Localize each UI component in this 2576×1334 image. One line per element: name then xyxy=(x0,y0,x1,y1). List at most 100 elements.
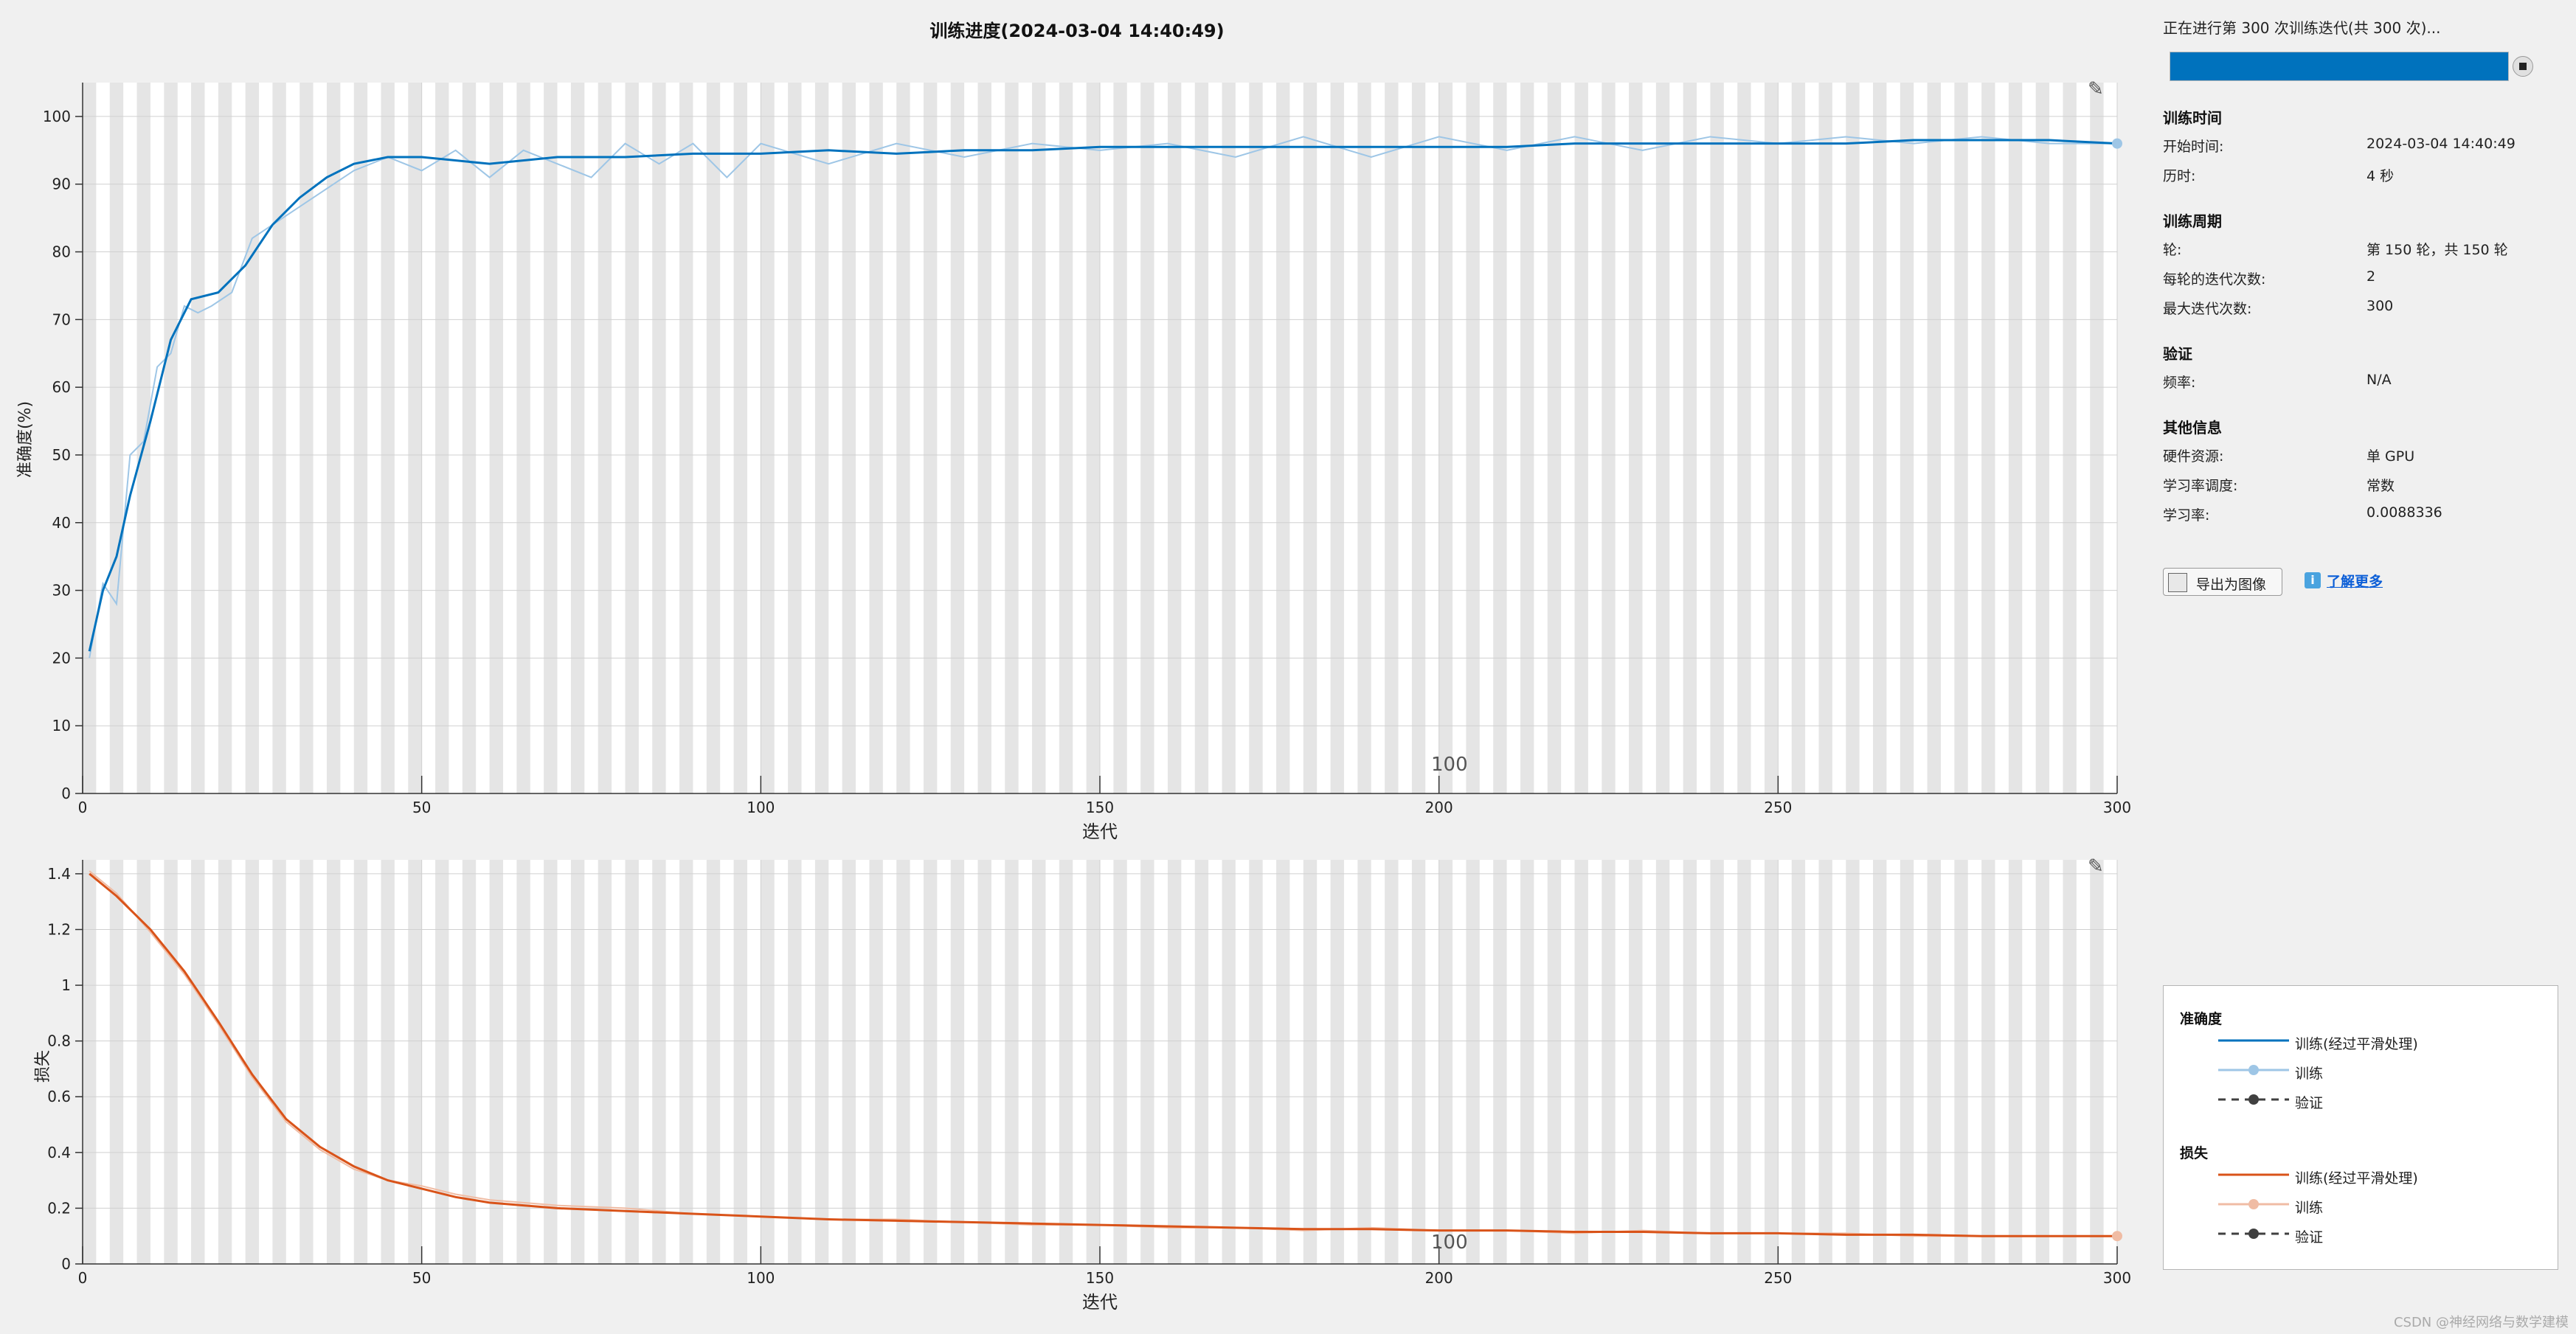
epoch-band xyxy=(1249,83,1263,793)
epoch-band xyxy=(1981,860,1995,1264)
epoch-band xyxy=(516,83,530,793)
accuracy-plot: 0 50 100 150 200 250 300 0 10 20 30 40 50 60 70 80 90 100… xyxy=(43,78,2131,816)
epoch-band xyxy=(1818,860,1832,1264)
iter-per-epoch-value: 2 xyxy=(2366,268,2376,285)
epoch-band xyxy=(462,860,477,1264)
export-image-button[interactable]: 导出为图像 xyxy=(2163,568,2282,596)
y-tick-label: 20 xyxy=(52,649,71,667)
epoch-band xyxy=(1764,860,1779,1264)
epoch-band xyxy=(977,83,991,793)
x-tick-label: 200 xyxy=(1425,1269,1453,1287)
epoch-band xyxy=(1466,860,1480,1264)
pencil-edit-icon[interactable]: ✎ xyxy=(2088,855,2104,878)
watermark: CSDN @神经网络与数学建模 xyxy=(2393,1315,2569,1330)
page-title: 训练进度(2024-03-04 14:40:49) xyxy=(929,21,1225,41)
x-tick-label: 50 xyxy=(412,1269,431,1287)
y-tick-label: 30 xyxy=(52,582,71,600)
epoch-band xyxy=(1629,860,1643,1264)
epoch-band xyxy=(1059,860,1073,1264)
training-info-panel: 正在进行第 300 次训练迭代(共 300 次)... 训练时间 开始时间: 2… xyxy=(2163,0,2576,1334)
elapsed-label: 历时: xyxy=(2163,168,2196,184)
learn-more-link[interactable]: 了解更多 xyxy=(2327,574,2383,590)
x-tick-label: 200 xyxy=(1425,799,1453,816)
epoch-band xyxy=(272,83,286,793)
epoch-band xyxy=(1385,83,1399,793)
legend: 准确度 训练(经过平滑处理) 训练 验证 损失 训练(经过平滑处理) 训练 验证 xyxy=(2163,985,2558,1270)
section-other-info: 其他信息 xyxy=(2163,419,2222,437)
epoch-band xyxy=(1574,83,1588,793)
epoch-band xyxy=(1954,860,1968,1264)
epoch-band xyxy=(625,83,639,793)
frequency-value: N/A xyxy=(2366,372,2392,388)
accuracy-xlabel: 迭代 xyxy=(1082,821,1118,842)
epoch-band xyxy=(1520,860,1534,1264)
epoch-band xyxy=(1683,83,1697,793)
epoch-band xyxy=(245,83,260,793)
epoch-band xyxy=(570,860,585,1264)
stop-training-button[interactable] xyxy=(2513,56,2533,77)
legend-loss-smooth-swatch xyxy=(2218,1173,2289,1176)
loss-plot: 0 50 100 150 200 250 300 0 0.2 0.4 0.6 0.8 1 1.2 1.4 ✎… xyxy=(47,855,2131,1287)
y-tick-label: 90 xyxy=(52,176,71,193)
epoch-band xyxy=(408,860,422,1264)
learning-rate-value: 0.0088336 xyxy=(2366,504,2442,521)
epoch-band xyxy=(977,860,991,1264)
y-tick-label: 60 xyxy=(52,378,71,396)
epoch-band xyxy=(1873,83,1887,793)
y-tick-label: 80 xyxy=(52,243,71,261)
epoch-band xyxy=(516,860,530,1264)
epoch-band xyxy=(1493,83,1507,793)
epoch-band xyxy=(1981,83,1995,793)
epoch-band xyxy=(1330,83,1344,793)
loss-xlabel: 迭代 xyxy=(1082,1292,1118,1313)
x-tick-label: 250 xyxy=(1764,1269,1792,1287)
section-training-time: 训练时间 xyxy=(2163,109,2222,127)
epoch-band xyxy=(109,83,124,793)
epoch-band xyxy=(326,83,341,793)
export-image-label: 导出为图像 xyxy=(2196,577,2267,593)
epoch-label: 轮: xyxy=(2163,242,2182,258)
epoch-band xyxy=(1194,860,1209,1264)
epoch-band xyxy=(923,860,938,1264)
epoch-band xyxy=(1791,860,1806,1264)
epoch-band xyxy=(1086,860,1100,1264)
epoch-band xyxy=(245,860,260,1264)
epoch-band xyxy=(896,83,910,793)
epoch-band xyxy=(1574,860,1588,1264)
epoch-band xyxy=(381,83,395,793)
epoch-band xyxy=(2008,83,2023,793)
epoch-band xyxy=(1032,860,1046,1264)
epoch-band xyxy=(706,860,721,1264)
epoch-band xyxy=(1005,83,1019,793)
epoch-band xyxy=(489,83,503,793)
epoch-band xyxy=(1683,860,1697,1264)
accuracy-chart-svg: 0 50 100 150 200 250 300 0 10 20 30 40 50 60 70 80 90 100 xyxy=(43,83,2131,816)
pencil-edit-icon[interactable]: ✎ xyxy=(2088,78,2104,100)
epoch-band xyxy=(1411,83,1426,793)
learning-rate-label: 学习率: xyxy=(2163,507,2210,524)
epoch-band xyxy=(950,860,965,1264)
y-tick-label: 70 xyxy=(52,310,71,328)
epoch-band xyxy=(733,860,747,1264)
epoch-band xyxy=(923,83,938,793)
epoch-band xyxy=(218,860,232,1264)
epoch-band xyxy=(191,860,205,1264)
export-image-icon xyxy=(2168,573,2187,592)
legend-loss-title: 损失 xyxy=(2180,1145,2209,1161)
epoch-band xyxy=(83,860,97,1264)
epoch-band xyxy=(1927,83,1941,793)
epoch-band xyxy=(1167,83,1182,793)
legend-loss-val-swatch xyxy=(2218,1229,2289,1239)
epoch-band xyxy=(733,83,747,793)
epoch-band xyxy=(1655,83,1670,793)
frequency-label: 频率: xyxy=(2163,375,2196,391)
epoch-band xyxy=(353,83,368,793)
epoch-band xyxy=(1005,860,1019,1264)
epoch-band xyxy=(1954,83,1968,793)
epoch-band xyxy=(1764,83,1779,793)
epoch-band xyxy=(2090,860,2104,1264)
legend-loss-train-swatch xyxy=(2218,1199,2289,1209)
epoch-marker: 100 xyxy=(1431,1231,1468,1254)
epoch-band xyxy=(1222,83,1236,793)
legend-acc-smooth-label: 训练(经过平滑处理) xyxy=(2295,1036,2418,1052)
